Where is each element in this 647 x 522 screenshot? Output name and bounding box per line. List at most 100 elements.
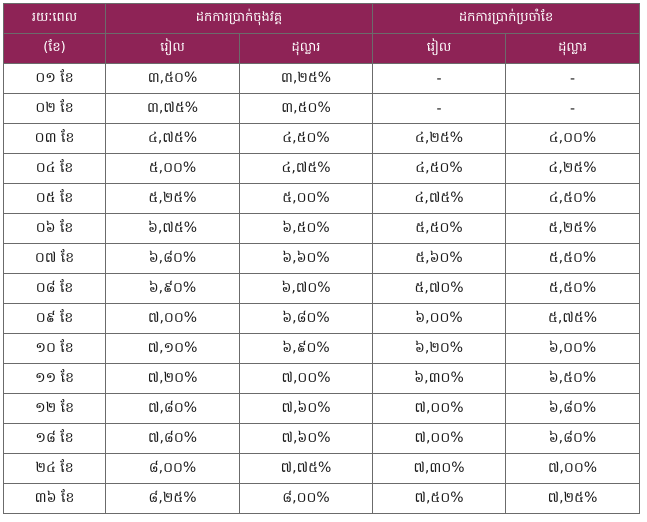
interest-rate-table: រយៈពេល ដកការប្រាក់ចុងវគ្គ ដកការប្រាក់ប្រ… [3, 3, 641, 514]
term-cell: ២៤ ខែ [3, 453, 106, 484]
table-row: ០១ ខែ ៣,៥០% ៣,២៥% - - [3, 63, 641, 94]
fixed-usd-cell: ៦,៧០% [239, 273, 373, 304]
table-row: ០៥ ខែ ៥,២៥% ៥,០០% ៤,៧៥% ៤,៥០% [3, 183, 641, 214]
monthly-riel-header: រៀល [372, 33, 506, 64]
monthly-payout-group-header: ដកការប្រាក់ប្រចាំខែ [371, 3, 641, 34]
fixed-riel-header: រៀល [105, 33, 240, 64]
fixed-usd-cell: ៣,៥០% [239, 93, 373, 124]
monthly-usd-cell: ៦,៥០% [504, 363, 641, 394]
table-row: ០៨ ខែ ៦,៩០% ៦,៧០% ៥,៧០% ៥,៥០% [3, 273, 641, 304]
table-row: ២៤ ខែ ៨,០០% ៧,៧៥% ៧,៣០% ៧,០០% [3, 453, 641, 484]
monthly-riel-cell: ៤,២៥% [372, 123, 506, 154]
monthly-usd-cell: - [504, 63, 641, 94]
monthly-riel-cell: ៤,៧៥% [372, 183, 506, 214]
fixed-usd-cell: ៤,៧៥% [239, 153, 373, 184]
monthly-riel-cell: ៥,៥០% [372, 213, 506, 244]
table-row: ០៤ ខែ ៥,០០% ៤,៧៥% ៤,៥០% ៤,២៥% [3, 153, 641, 184]
fixed-riel-cell: ៥,០០% [105, 153, 240, 184]
monthly-usd-cell: ៥,៥០% [504, 243, 641, 274]
monthly-riel-cell: ៥,៧០% [372, 273, 506, 304]
fixed-usd-cell: ៧,៦០% [239, 423, 373, 454]
term-cell: ០៥ ខែ [3, 183, 106, 214]
fixed-usd-cell: ៧,០០% [239, 363, 373, 394]
term-cell: ០៤ ខែ [3, 153, 106, 184]
monthly-usd-cell: ៥,៧៥% [504, 303, 641, 334]
fixed-riel-cell: ៨,២៥% [105, 483, 240, 514]
fixed-riel-cell: ៥,២៥% [105, 183, 240, 214]
term-cell: ០៩ ខែ [3, 303, 106, 334]
monthly-usd-header: ដុល្លារ [504, 33, 641, 64]
fixed-riel-cell: ៧,៨០% [105, 393, 240, 424]
monthly-riel-cell: ៦,៣០% [372, 363, 506, 394]
monthly-riel-cell: ៧,០០% [372, 423, 506, 454]
table-row: ១០ ខែ ៧,១០% ៦,៩០% ៦,២០% ៦,០០% [3, 333, 641, 364]
monthly-riel-cell: ៧,០០% [372, 393, 506, 424]
term-cell: ០២ ខែ [3, 93, 106, 124]
monthly-usd-cell: ៧,២៥% [504, 483, 641, 514]
monthly-riel-cell: ៧,៣០% [372, 453, 506, 484]
fixed-usd-cell: ៥,០០% [239, 183, 373, 214]
term-cell: ១១ ខែ [3, 363, 106, 394]
fixed-riel-cell: ៤,៧៥% [105, 123, 240, 154]
monthly-usd-cell: ៤,២៥% [504, 153, 641, 184]
fixed-usd-cell: ៤,៥០% [239, 123, 373, 154]
monthly-usd-cell: ៦,៨០% [504, 393, 641, 424]
term-cell: ១០ ខែ [3, 333, 106, 364]
table-row: ១៨ ខែ ៧,៨០% ៧,៦០% ៧,០០% ៦,៨០% [3, 423, 641, 454]
fixed-riel-cell: ៣,៥០% [105, 63, 240, 94]
table-row: ៣៦ ខែ ៨,២៥% ៨,០០% ៧,៥០% ៧,២៥% [3, 483, 641, 514]
term-cell: ០៨ ខែ [3, 273, 106, 304]
monthly-riel-cell: ៦,២០% [372, 333, 506, 364]
monthly-riel-cell: ៥,៦០% [372, 243, 506, 274]
term-cell: ០៦ ខែ [3, 213, 106, 244]
table-row: ១២ ខែ ៧,៨០% ៧,៦០% ៧,០០% ៦,៨០% [3, 393, 641, 424]
monthly-usd-cell: ៦,០០% [504, 333, 641, 364]
term-cell: ០១ ខែ [3, 63, 106, 94]
table-row: ០៦ ខែ ៦,៧៥% ៦,៥០% ៥,៥០% ៥,២៥% [3, 213, 641, 244]
term-cell: ១២ ខែ [3, 393, 106, 424]
term-cell: ០៣ ខែ [3, 123, 106, 154]
monthly-riel-cell: ៦,០០% [372, 303, 506, 334]
table-row: ០៣ ខែ ៤,៧៥% ៤,៥០% ៤,២៥% ៤,០០% [3, 123, 641, 154]
fixed-riel-cell: ៦,៨០% [105, 243, 240, 274]
fixed-usd-cell: ៦,៩០% [239, 333, 373, 364]
table-row: ០៧ ខែ ៦,៨០% ៦,៦០% ៥,៦០% ៥,៥០% [3, 243, 641, 274]
fixed-riel-cell: ៧,២០% [105, 363, 240, 394]
monthly-riel-cell: - [372, 63, 506, 94]
table-header: រយៈពេល ដកការប្រាក់ចុងវគ្គ ដកការប្រាក់ប្រ… [3, 3, 641, 64]
fixed-riel-cell: ៦,៧៥% [105, 213, 240, 244]
term-cell: ០៧ ខែ [3, 243, 106, 274]
monthly-riel-cell: - [372, 93, 506, 124]
fixed-riel-cell: ៧,០០% [105, 303, 240, 334]
fixed-usd-cell: ៧,៦០% [239, 393, 373, 424]
monthly-usd-cell: ៤,០០% [504, 123, 641, 154]
fixed-usd-header: ដុល្លារ [239, 33, 373, 64]
monthly-usd-cell: ៤,៥០% [504, 183, 641, 214]
monthly-usd-cell: ៥,៥០% [504, 273, 641, 304]
monthly-riel-cell: ៤,៥០% [372, 153, 506, 184]
fixed-usd-cell: ៣,២៥% [239, 63, 373, 94]
table-body: ០១ ខែ ៣,៥០% ៣,២៥% - -០២ ខែ ៣,៧៥% ៣,៥០% - -០៣ ខែ៤… [3, 63, 641, 514]
monthly-riel-cell: ៧,៥០% [372, 483, 506, 514]
term-unit-header: (ខែ) [3, 33, 106, 64]
monthly-usd-cell: ៥,២៥% [504, 213, 641, 244]
monthly-usd-cell: ៧,០០% [504, 453, 641, 484]
monthly-usd-cell: ៦,៨០% [504, 423, 641, 454]
term-cell: ១៨ ខែ [3, 423, 106, 454]
table-row: ០២ ខែ ៣,៧៥% ៣,៥០% - - [3, 93, 641, 124]
monthly-usd-cell: - [504, 93, 641, 124]
table-row: ១១ ខែ ៧,២០% ៧,០០% ៦,៣០% ៦,៥០% [3, 363, 641, 394]
fixed-riel-cell: ៧,៨០% [105, 423, 240, 454]
fixed-usd-cell: ៦,៥០% [239, 213, 373, 244]
term-cell: ៣៦ ខែ [3, 483, 106, 514]
fixed-usd-cell: ៧,៧៥% [239, 453, 373, 484]
fixed-usd-cell: ៦,៦០% [239, 243, 373, 274]
fixed-riel-cell: ៧,១០% [105, 333, 240, 364]
fixed-usd-cell: ៨,០០% [239, 483, 373, 514]
fixed-riel-cell: ៦,៩០% [105, 273, 240, 304]
fixed-riel-cell: ៨,០០% [105, 453, 240, 484]
fixed-usd-cell: ៦,៨០% [239, 303, 373, 334]
fixed-maturity-group-header: ដកការប្រាក់ចុងវគ្គ [105, 3, 373, 34]
term-header: រយៈពេល [3, 3, 106, 34]
fixed-riel-cell: ៣,៧៥% [105, 93, 240, 124]
